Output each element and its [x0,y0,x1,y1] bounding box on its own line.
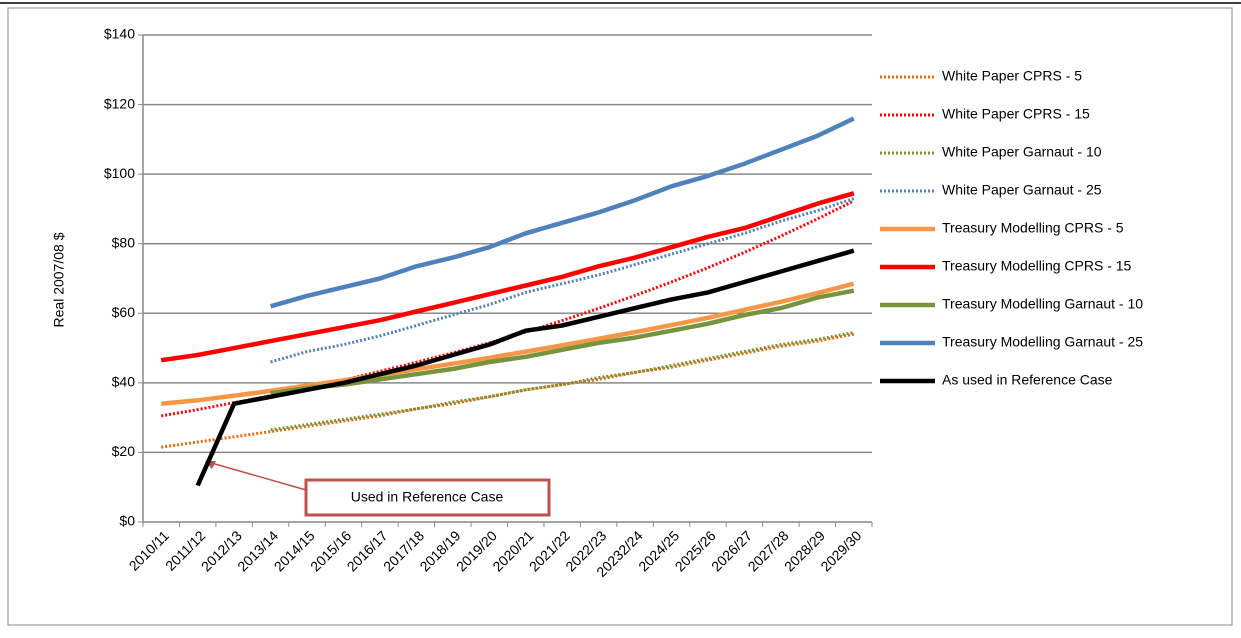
annotation-arrow [207,461,307,491]
y-tick-label: $0 [119,513,135,529]
grid [143,34,872,523]
series-line [270,197,855,364]
series-line [269,116,855,309]
y-tick-label: $140 [104,26,135,42]
legend-label: As used in Reference Case [942,372,1113,388]
y-tick-label: $80 [112,234,136,250]
y-tick-label: $20 [112,443,136,459]
annotation-text: Used in Reference Case [351,489,504,505]
y-tick-label: $100 [104,165,135,181]
y-tick-label: $40 [112,374,136,390]
series-line [160,191,855,363]
legend-label: Treasury Modelling CPRS - 5 [942,220,1124,236]
legend-label: Treasury Modelling Garnaut - 10 [942,296,1143,312]
series-line [270,288,855,396]
legend-label: White Paper Garnaut - 25 [942,182,1102,198]
series-line [160,281,855,406]
series-line [270,330,855,432]
series-line [160,332,855,449]
legend-label: Treasury Modelling CPRS - 15 [942,258,1132,274]
y-axis-label: Real 2007/08 $ [51,232,67,327]
series-line [195,248,855,487]
y-tick-label: $60 [112,304,136,320]
y-tick-label: $120 [104,95,135,111]
legend-label: Treasury Modelling Garnaut - 25 [942,334,1143,350]
legend-label: White Paper CPRS - 15 [942,106,1090,122]
legend-label: White Paper Garnaut - 10 [942,144,1102,160]
annotation-box [304,478,551,517]
legend-label: White Paper CPRS - 5 [942,68,1082,84]
